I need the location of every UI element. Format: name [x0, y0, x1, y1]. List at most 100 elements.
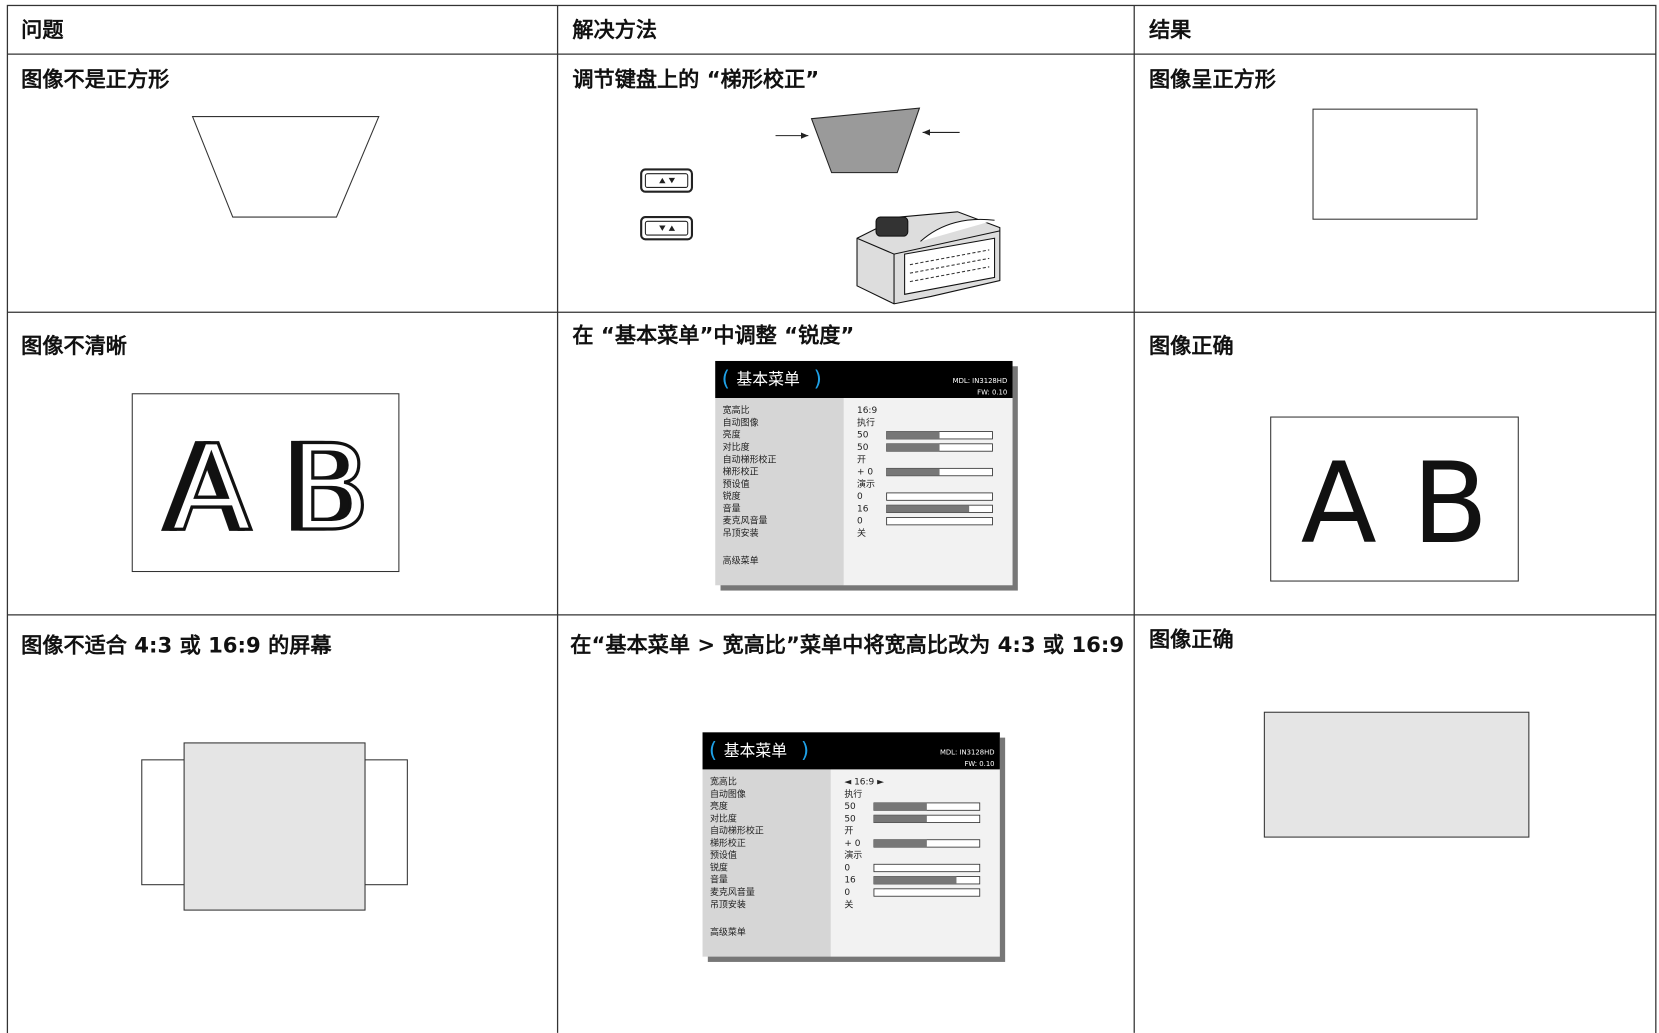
menu-value: 50	[844, 814, 856, 824]
projector	[856, 211, 1001, 305]
menu-item: 自动图像	[710, 788, 746, 800]
menu-model: MDL: IN3128HD	[940, 748, 995, 756]
slider-fill	[886, 505, 970, 513]
header-cell: 结果	[1149, 17, 1192, 42]
menu-value: ◄ 16:9 ►	[844, 778, 884, 788]
menu-item: 梯形校正	[723, 466, 759, 478]
menu-item: 预设值	[710, 849, 737, 861]
menu-item: 亮度	[710, 800, 728, 812]
image-4-3	[183, 742, 366, 911]
problem: 图像不清晰	[21, 333, 127, 358]
menu-item: 亮度	[723, 429, 741, 441]
solution: 在“基本菜单 > 宽高比”菜单中将宽高比改为 4:3 或 16:9	[570, 631, 1125, 658]
slider-fill	[873, 815, 927, 823]
table-grid	[6, 4, 1657, 1033]
menu-value: 执行	[857, 416, 875, 428]
keypad-button	[640, 168, 694, 193]
problem: 图像不是正方形	[21, 67, 170, 92]
menu-item: 麦克风音量	[710, 886, 755, 898]
menu-item: 对比度	[710, 812, 737, 824]
image-fit	[1263, 711, 1530, 838]
keypad-button	[640, 216, 694, 241]
menu-item: 锐度	[710, 861, 728, 873]
slider	[886, 517, 993, 526]
solution: 在 “基本菜单”中调整 “锐度”	[572, 323, 854, 348]
menu-item: 梯形校正	[710, 837, 746, 849]
problem: 图像不适合 4:3 或 16:9 的屏幕	[21, 633, 332, 658]
menu-model: MDL: IN3128HD	[953, 377, 1008, 385]
menu-item: 自动图像	[723, 416, 759, 428]
slider	[873, 888, 981, 897]
menu-item: 锐度	[723, 490, 741, 502]
menu-value: 演示	[844, 849, 862, 861]
slider	[873, 863, 981, 873]
screen	[1270, 416, 1519, 582]
menu-paren: )	[814, 366, 822, 391]
slider	[886, 492, 993, 501]
header-cell: 问题	[21, 17, 64, 42]
menu-value: 0	[844, 888, 850, 898]
menu-item: 对比度	[723, 441, 750, 453]
square	[1312, 108, 1478, 220]
menu-value: 开	[844, 826, 853, 837]
menu-value: 50	[857, 443, 869, 453]
menu-value: 16	[844, 876, 856, 886]
menu-value: 50	[857, 431, 869, 441]
menu-left	[715, 360, 844, 586]
menu-value: 50	[844, 802, 856, 812]
result: 图像正确	[1149, 333, 1234, 358]
menu-paren: (	[722, 366, 730, 391]
sharp-letters: A B	[1301, 440, 1489, 569]
menu-item: 自动梯形校正	[710, 825, 764, 837]
menu-item: 宽高比	[710, 776, 737, 788]
menu-item: 音量	[723, 502, 741, 514]
menu-item: 宽高比	[723, 404, 750, 416]
menu-value: 0	[857, 517, 863, 527]
menu-submenu: 高级菜单	[710, 926, 746, 938]
result: 图像正确	[1149, 626, 1234, 651]
menu-firmware: FW: 0.10	[977, 389, 1007, 397]
screen	[131, 393, 400, 573]
menu-item: 麦克风音量	[723, 515, 768, 527]
slider-fill	[873, 839, 927, 848]
slider-fill	[886, 443, 940, 452]
menu-item: 吊顶安装	[723, 527, 759, 539]
menu-value: 16	[857, 504, 869, 514]
menu-paren: )	[801, 737, 809, 762]
slider-fill	[886, 431, 940, 439]
solution: 调节键盘上的 “梯形校正”	[572, 67, 819, 92]
trapezoid	[191, 116, 380, 218]
menu-item: 吊顶安装	[710, 898, 746, 910]
menu-value: 0	[857, 492, 863, 502]
header-cell: 解决方法	[572, 17, 657, 42]
menu-header	[702, 732, 1000, 770]
slider-fill	[873, 802, 927, 811]
menu-value: + 0	[857, 468, 873, 478]
slider-fill	[873, 876, 957, 884]
menu-value: 演示	[857, 478, 875, 490]
blurry-letters: A B	[171, 419, 371, 557]
menu-value: 关	[857, 527, 866, 539]
menu-left	[702, 732, 831, 957]
menu-title: 基本菜单	[724, 741, 788, 760]
menu-item: 自动梯形校正	[723, 453, 777, 465]
trapezoid-gray	[810, 107, 921, 174]
menu-value: 16:9	[857, 406, 877, 416]
menu-header	[715, 360, 1013, 398]
menu-item: 预设值	[723, 478, 750, 490]
result: 图像呈正方形	[1149, 67, 1277, 92]
menu-value: 执行	[844, 788, 862, 800]
menu-paren: (	[709, 737, 717, 762]
menu-submenu: 高级菜单	[723, 555, 759, 567]
menu-value: 0	[844, 863, 850, 873]
menu-firmware: FW: 0.10	[964, 760, 994, 768]
solution-wrap: 在“基本菜单 > 宽高比”菜单中将宽高比改为 4:3 或 16:9	[570, 631, 1125, 658]
menu-value: 关	[844, 898, 853, 910]
menu-title: 基本菜单	[736, 370, 800, 389]
slider-fill	[886, 468, 940, 476]
menu-value: 开	[857, 454, 866, 465]
menu-value: + 0	[844, 839, 860, 849]
menu-item: 音量	[710, 874, 728, 886]
